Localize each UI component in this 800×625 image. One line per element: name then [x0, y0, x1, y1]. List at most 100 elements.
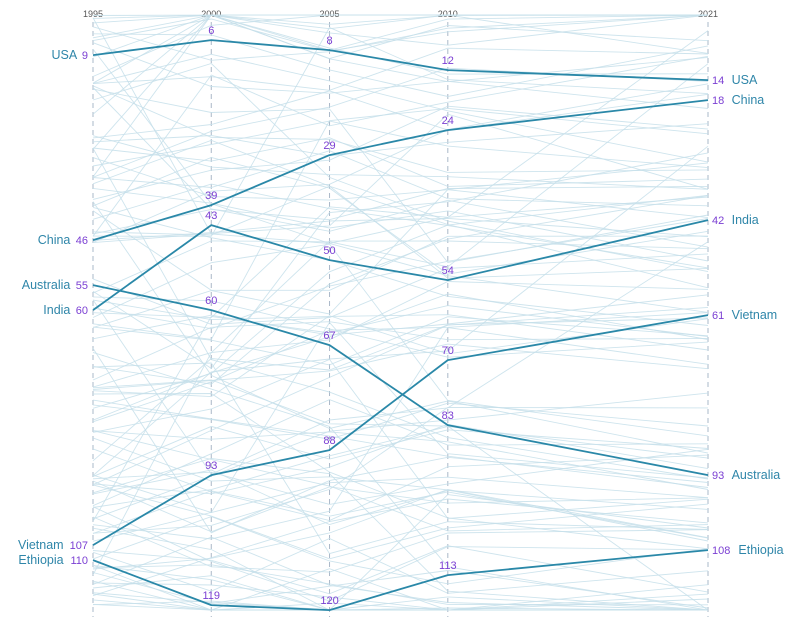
series-line-india — [92, 219, 709, 311]
background-series-line — [92, 47, 709, 91]
rank-label: 9 — [82, 50, 88, 62]
background-series-line — [92, 293, 709, 421]
background-series-line — [92, 113, 709, 244]
background-series-line — [92, 26, 709, 237]
background-series-line — [92, 150, 709, 207]
country-label-start: China — [38, 233, 71, 247]
rank-label: 39 — [205, 190, 217, 202]
background-series-line — [92, 14, 709, 46]
background-series-line — [92, 196, 709, 319]
rank-label: 67 — [323, 330, 335, 342]
background-series-line — [92, 484, 709, 560]
background-series-line — [92, 321, 709, 542]
rank-label: 93 — [712, 470, 724, 482]
background-series-line — [92, 506, 709, 602]
country-label-end: Vietnam — [732, 308, 778, 322]
background-series-line — [92, 152, 709, 370]
year-label: 2010 — [438, 9, 458, 19]
rank-label: 50 — [323, 245, 335, 257]
background-series-line — [92, 570, 709, 609]
background-series-line — [92, 316, 709, 366]
background-series-line — [92, 14, 708, 84]
background-series-line — [92, 137, 709, 187]
background-series-line — [92, 299, 709, 351]
rank-label: 110 — [70, 555, 88, 567]
background-series-line — [92, 241, 709, 475]
country-label-start: Vietnam — [18, 538, 64, 552]
background-series-line — [92, 474, 709, 513]
background-series-line — [92, 305, 709, 522]
background-series-line — [92, 187, 709, 262]
rank-label: 8 — [326, 35, 332, 47]
rank-label: 42 — [712, 215, 724, 227]
background-series-line — [92, 243, 709, 437]
background-series-line — [92, 157, 709, 219]
background-series-line — [92, 437, 709, 542]
background-series-line — [92, 306, 709, 486]
background-series-line — [92, 281, 709, 576]
background-series-line — [92, 489, 709, 570]
background-series-line — [92, 538, 709, 594]
rank-label: 55 — [76, 280, 88, 292]
rank-label: 83 — [442, 410, 454, 422]
background-series-line — [92, 201, 709, 454]
rank-label: 93 — [205, 460, 217, 472]
background-series-line — [92, 545, 709, 595]
country-label-start: Australia — [22, 278, 71, 292]
rank-label: 46 — [76, 235, 88, 247]
background-series-line — [92, 194, 709, 409]
background-series-line — [92, 185, 709, 289]
year-axes: 1995 2000 2005 2010 2021 — [83, 9, 718, 617]
year-label: 2021 — [698, 9, 718, 19]
background-series-line — [92, 195, 709, 385]
rank-label: 14 — [712, 75, 724, 87]
background-series-line — [92, 536, 709, 611]
country-label-end: USA — [732, 73, 758, 87]
background-series-line — [92, 448, 709, 521]
background-series-line — [92, 14, 709, 178]
rank-label: 18 — [712, 95, 724, 107]
rank-label: 108 — [712, 545, 730, 557]
background-series-line — [92, 315, 709, 398]
background-series-line — [92, 399, 709, 488]
background-series-line — [92, 494, 709, 611]
series-line-ethiopia — [92, 549, 709, 611]
rank-label: 29 — [323, 140, 335, 152]
series-line-china — [92, 99, 709, 241]
background-series-line — [92, 458, 709, 611]
background-series-line — [92, 55, 709, 237]
background-series-line — [92, 425, 709, 478]
rank-label: 107 — [70, 540, 88, 552]
background-series-line — [92, 90, 709, 139]
country-label-end: India — [732, 213, 759, 227]
background-series-line — [92, 33, 709, 97]
background-series-line — [92, 217, 709, 241]
background-series-line — [92, 67, 709, 178]
year-label: 2005 — [320, 9, 340, 19]
year-label: 2000 — [201, 9, 221, 19]
year-label: 1995 — [83, 9, 103, 19]
background-series-line — [92, 53, 709, 163]
background-series-line — [92, 148, 709, 480]
country-label-end: China — [732, 93, 765, 107]
background-series-line — [92, 294, 709, 340]
highlighted-series-lines — [92, 39, 709, 611]
background-series-line — [92, 206, 709, 326]
country-label-start: India — [43, 303, 70, 317]
country-label-end: Ethiopia — [738, 543, 783, 557]
rank-label: 113 — [439, 560, 457, 572]
rank-label: 54 — [442, 265, 454, 277]
background-series-line — [92, 402, 709, 440]
background-series-line — [92, 362, 709, 555]
rank-label: 60 — [76, 305, 88, 317]
background-series-line — [92, 327, 709, 540]
background-series-line — [92, 14, 709, 61]
rank-label: 70 — [442, 345, 454, 357]
background-series-line — [92, 30, 709, 244]
background-series-line — [92, 516, 709, 573]
rank-label: 43 — [205, 210, 217, 222]
country-label-start: Ethiopia — [18, 553, 63, 567]
data-labels: 9 USA 6 8 12 14 USA 46 China 39 29 24 18 China 60 India… — [18, 25, 784, 607]
background-series-line — [92, 42, 709, 109]
